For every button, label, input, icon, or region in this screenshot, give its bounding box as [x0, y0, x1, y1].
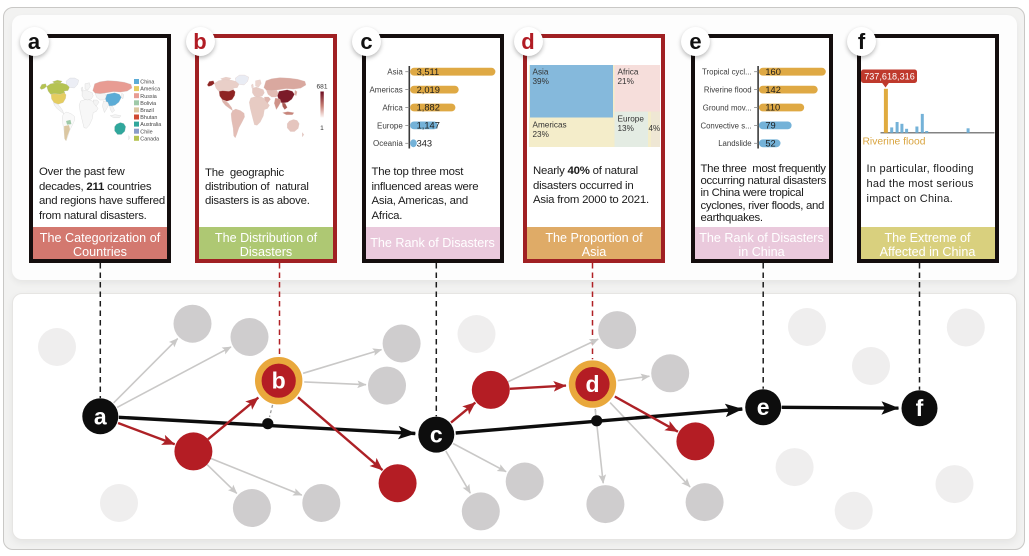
- svg-text:1: 1: [320, 125, 324, 132]
- svg-text:a: a: [94, 403, 107, 429]
- svg-text:52: 52: [765, 139, 775, 149]
- svg-text:Asia: Asia: [533, 68, 549, 77]
- svg-text:e: e: [757, 394, 770, 420]
- svg-text:737,618,316: 737,618,316: [864, 72, 915, 82]
- svg-text:21%: 21%: [618, 77, 634, 86]
- svg-text:Brazil: Brazil: [140, 108, 153, 114]
- svg-text:Europe: Europe: [618, 115, 645, 124]
- svg-text:Landslide: Landslide: [718, 139, 751, 148]
- svg-text:79: 79: [765, 121, 775, 131]
- svg-text:Europe: Europe: [377, 121, 403, 130]
- svg-text:f: f: [916, 395, 924, 421]
- svg-text:343: 343: [416, 139, 432, 149]
- svg-text:Riverine flood: Riverine flood: [862, 137, 925, 148]
- svg-text:110: 110: [765, 103, 780, 113]
- svg-text:d: d: [585, 371, 599, 397]
- svg-text:Bolivia: Bolivia: [140, 101, 156, 107]
- svg-text:c: c: [430, 422, 443, 448]
- svg-text:4%: 4%: [649, 124, 661, 133]
- svg-text:Americas: Americas: [369, 86, 402, 95]
- svg-text:Oceania: Oceania: [373, 139, 403, 148]
- svg-text:Africa: Africa: [618, 68, 639, 77]
- svg-text:Russia: Russia: [140, 94, 156, 100]
- svg-text:America: America: [140, 87, 160, 93]
- svg-text:39%: 39%: [533, 77, 549, 86]
- svg-text:Australia: Australia: [140, 122, 161, 128]
- svg-text:1,882: 1,882: [416, 103, 439, 113]
- svg-text:Riverine flood: Riverine flood: [703, 86, 751, 95]
- svg-text:142: 142: [765, 85, 781, 95]
- svg-text:Africa: Africa: [382, 103, 403, 112]
- svg-text:Tropical cycl...: Tropical cycl...: [702, 68, 752, 77]
- svg-text:Convective s...: Convective s...: [700, 121, 751, 130]
- svg-text:Americas: Americas: [533, 121, 567, 130]
- svg-text:3,511: 3,511: [416, 67, 439, 77]
- svg-text:Ground mov...: Ground mov...: [702, 103, 751, 112]
- svg-text:1,147: 1,147: [416, 121, 439, 131]
- svg-text:Canada: Canada: [140, 136, 159, 142]
- svg-text:Chile: Chile: [140, 129, 152, 135]
- svg-text:160: 160: [765, 67, 781, 77]
- svg-text:23%: 23%: [533, 130, 549, 139]
- svg-text:Bhutan: Bhutan: [140, 115, 157, 121]
- svg-text:2,019: 2,019: [416, 85, 439, 95]
- svg-text:681: 681: [316, 84, 327, 91]
- svg-text:b: b: [272, 368, 286, 394]
- svg-text:China: China: [140, 80, 154, 86]
- svg-text:Asia: Asia: [387, 68, 403, 77]
- svg-text:13%: 13%: [618, 124, 634, 133]
